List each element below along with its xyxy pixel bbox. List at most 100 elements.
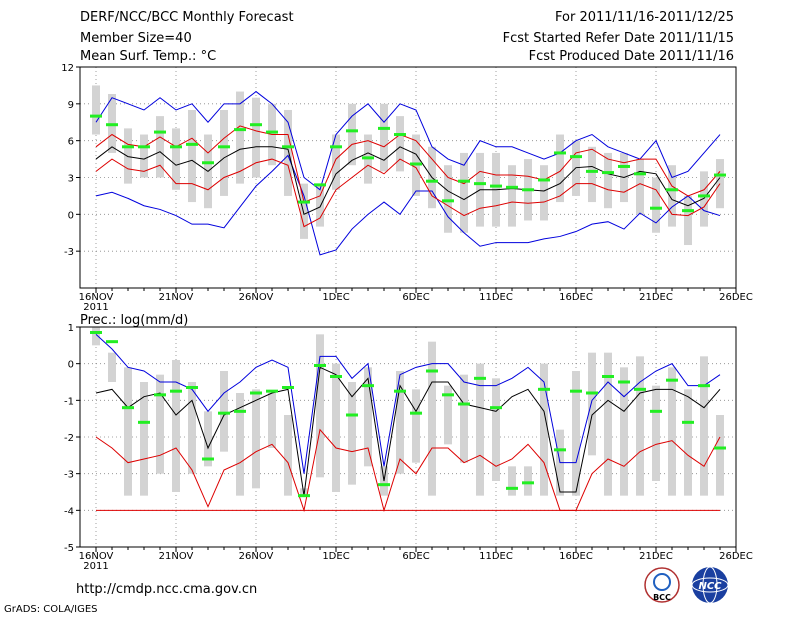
prec-ensemble-box <box>172 360 180 492</box>
prec-ensemble-box <box>524 466 532 496</box>
temp-ensemble-box <box>252 97 260 178</box>
temp-ensemble-box <box>188 109 196 203</box>
temp-y-tick-label: 3 <box>68 174 74 185</box>
prec-ensemble-box <box>284 415 292 496</box>
temp-y-tick-label: 9 <box>68 100 74 111</box>
prec-ensemble-box <box>476 363 484 496</box>
prec-ensemble-box <box>156 374 164 474</box>
temp-ensemble-box <box>300 183 308 239</box>
temp-median-mark <box>314 183 326 187</box>
prec-median-mark <box>186 386 198 389</box>
temp-x-tick-label: 26NOV <box>239 292 274 303</box>
prec-ensemble-max-line <box>95 333 721 474</box>
temp-median-mark <box>682 209 694 213</box>
prec-median-mark <box>394 389 406 393</box>
temp-ensemble-box <box>636 159 644 215</box>
temp-ensemble-max-line <box>95 154 721 256</box>
prec-median-mark <box>218 411 230 415</box>
prec-median-mark <box>666 378 678 382</box>
prec-ensemble-box <box>508 466 516 496</box>
prec-median-mark <box>314 364 326 367</box>
prec-median-mark <box>634 387 646 391</box>
temp-median-mark <box>122 145 134 149</box>
prec-ensemble-mean-line <box>95 366 721 496</box>
prec-median-mark <box>234 409 246 413</box>
prec-ensemble-box <box>108 352 116 382</box>
prec-x-tick-label: 21NOV <box>159 551 194 562</box>
temp-ensemble-upper-mid-line <box>95 125 721 203</box>
prec-y-tick-label: -3 <box>64 470 74 481</box>
prec-x-tick-label: 26NOV <box>239 551 274 562</box>
temp-ensemble-box <box>700 171 708 227</box>
source-url: http://cmdp.ncc.cma.gov.cn <box>76 582 258 597</box>
temp-median-mark <box>106 123 118 127</box>
temp-median-mark <box>650 206 662 210</box>
grads-credit: GrADS: COLA/IGES <box>4 604 98 615</box>
fcst-started-label: Fcst Started Refer Date 2011/11/15 <box>502 31 734 46</box>
prec-y-tick-label: -2 <box>64 433 74 444</box>
ncc-logo-longitude <box>702 566 718 604</box>
temp-ensemble-box <box>460 152 468 233</box>
bcc-logo-emblem <box>653 573 671 591</box>
temp-median-mark <box>362 156 374 160</box>
temp-median-mark <box>714 173 726 177</box>
prec-median-mark <box>170 389 182 393</box>
temp-median-mark <box>458 179 470 183</box>
prec-ensemble-box <box>604 352 612 496</box>
prec-ensemble-box <box>412 389 420 463</box>
prec-ensemble-box <box>236 393 244 496</box>
temp-ensemble-box <box>348 103 356 166</box>
temp-median-mark <box>618 164 630 168</box>
temp-median-mark <box>698 194 710 198</box>
temp-ensemble-box <box>556 134 564 203</box>
prec-median-mark <box>682 420 694 424</box>
temp-median-mark <box>154 130 166 134</box>
precipitation-panel-title: Prec.: log(mm/d) <box>80 313 188 328</box>
temp-median-mark <box>474 182 486 186</box>
prec-median-mark <box>426 369 438 373</box>
prec-y-tick-label: 1 <box>68 323 74 334</box>
temp-median-mark <box>554 151 566 155</box>
prec-median-mark <box>490 406 502 410</box>
prec-median-mark <box>586 391 598 395</box>
temp-ensemble-box <box>652 177 660 233</box>
prec-median-mark <box>346 413 358 417</box>
bcc-logo-ring <box>644 567 680 603</box>
temp-y-tick-label: 12 <box>61 63 74 74</box>
forecast-period-label: For 2011/11/16-2011/12/25 <box>555 10 734 25</box>
prec-median-mark <box>458 402 470 406</box>
temp-x-tick-label: 16DEC <box>559 292 593 303</box>
temp-median-mark <box>90 114 102 118</box>
temp-ensemble-box <box>172 128 180 190</box>
temp-ensemble-lower-line <box>95 158 721 228</box>
temp-median-mark <box>282 145 294 149</box>
ncc-logo: NCC <box>691 566 729 604</box>
temp-ensemble-box <box>588 146 596 203</box>
prec-ensemble-box <box>364 367 372 467</box>
prec-ensemble-box <box>92 327 100 346</box>
temp-ensemble-box <box>92 85 100 135</box>
prec-median-mark <box>538 387 550 391</box>
fcst-produced-label: Fcst Produced Date 2011/11/16 <box>528 49 734 64</box>
temp-ensemble-box <box>284 109 292 196</box>
bcc-logo-text: BCC <box>653 593 671 602</box>
prec-median-mark <box>266 389 278 393</box>
ncc-logo-globe <box>692 567 728 603</box>
temp-median-mark <box>218 145 230 149</box>
prec-median-mark <box>362 384 374 388</box>
temp-median-mark <box>250 123 262 127</box>
prec-y-tick-label: 0 <box>68 360 74 371</box>
prec-median-mark <box>90 331 102 334</box>
prec-ensemble-box <box>316 334 324 478</box>
temp-ensemble-box <box>140 134 148 178</box>
temp-x-tick-label: 1DEC <box>322 292 349 303</box>
prec-median-mark <box>250 391 262 395</box>
prec-ensemble-box <box>620 367 628 496</box>
prec-median-mark <box>474 376 486 380</box>
prec-x-tick-label: 16DEC <box>559 551 593 562</box>
prec-x-tick-label: 21DEC <box>639 551 673 562</box>
temp-median-mark <box>346 129 358 133</box>
prec-median-mark <box>298 494 310 498</box>
prec-ensemble-box <box>636 356 644 496</box>
